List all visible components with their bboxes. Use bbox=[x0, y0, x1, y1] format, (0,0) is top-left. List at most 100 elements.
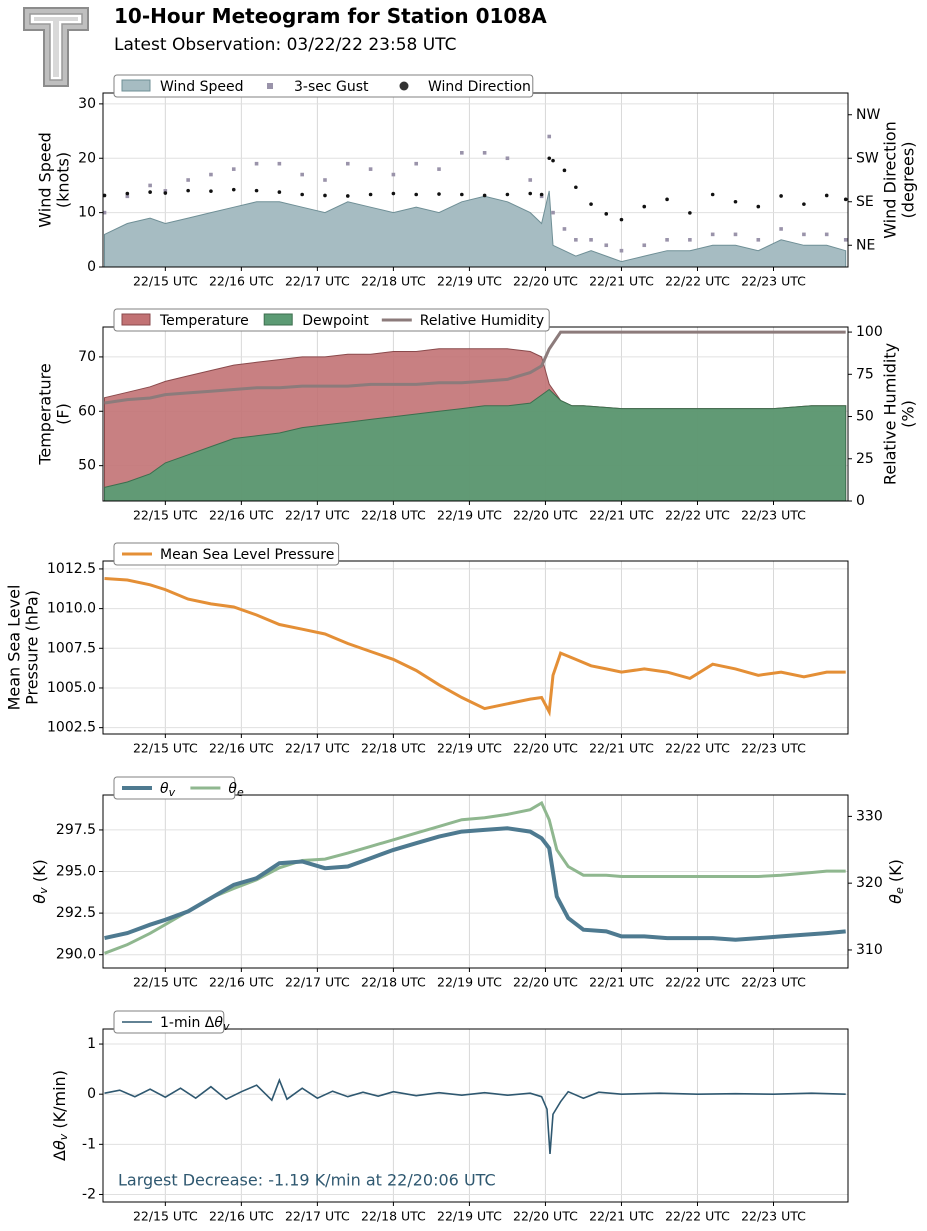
wind-direction-point bbox=[505, 192, 510, 197]
legend-label: 3-sec Gust bbox=[294, 79, 369, 95]
page-subtitle: Latest Observation: 03/22/22 23:58 UTC bbox=[114, 35, 457, 55]
wind-direction-point bbox=[528, 191, 533, 196]
y-tick-label: 1 bbox=[87, 1036, 96, 1052]
gust-point bbox=[642, 243, 647, 248]
wind-direction-point bbox=[779, 194, 783, 198]
legend-swatch bbox=[267, 83, 273, 89]
legend-frame bbox=[113, 1010, 225, 1034]
wind-direction-point bbox=[665, 197, 669, 202]
legend-label: Mean Sea Level Pressure bbox=[160, 547, 334, 563]
x-tick-label: 22/20 UTC bbox=[513, 741, 578, 756]
x-tick-label: 22/22 UTC bbox=[665, 741, 730, 756]
x-tick-label: 22/22 UTC bbox=[665, 508, 730, 523]
legend: θv θe bbox=[113, 776, 244, 800]
gust-point bbox=[148, 183, 152, 188]
plot-area bbox=[103, 561, 848, 734]
gust-point bbox=[843, 238, 848, 242]
gust-point bbox=[756, 238, 761, 242]
y2-axis-label: Wind Direction bbox=[881, 121, 900, 239]
gust-point bbox=[665, 238, 669, 242]
wind-direction-point bbox=[102, 193, 107, 198]
x-tick-label: 22/19 UTC bbox=[437, 741, 502, 756]
wind-direction-point bbox=[843, 197, 848, 202]
gust-point bbox=[460, 151, 464, 155]
x-tick-label: 22/15 UTC bbox=[133, 1209, 198, 1224]
wind-direction-point bbox=[231, 187, 236, 192]
legend-label: Temperature bbox=[159, 313, 249, 329]
x-tick-label: 22/23 UTC bbox=[741, 274, 806, 289]
x-tick-label: 22/23 UTC bbox=[741, 741, 806, 756]
x-tick-label: 22/21 UTC bbox=[589, 975, 654, 990]
y2-tick-label: 320 bbox=[856, 875, 883, 891]
gust-point bbox=[125, 194, 130, 199]
y2-tick-label: NW bbox=[856, 107, 880, 123]
x-tick-label: 22/20 UTC bbox=[513, 274, 578, 289]
x-tick-label: 22/22 UTC bbox=[665, 975, 730, 990]
plot-area bbox=[103, 795, 848, 968]
series-theta-e-line bbox=[103, 800, 846, 955]
y-axis-label: (knots) bbox=[54, 152, 73, 208]
wind-direction-point bbox=[539, 192, 544, 197]
legend: 1-min Δθv bbox=[113, 1010, 230, 1034]
wind-direction-point bbox=[391, 191, 396, 196]
y-axis-label: Δθv (K/min) bbox=[50, 1070, 71, 1161]
gust-point bbox=[539, 194, 544, 199]
wind-direction-point bbox=[300, 192, 304, 197]
legend-label: θv bbox=[160, 781, 176, 799]
wind-direction-point bbox=[254, 188, 259, 193]
wind-direction-point bbox=[756, 204, 761, 209]
gust-point bbox=[619, 248, 624, 253]
legend-label: Relative Humidity bbox=[420, 313, 544, 329]
series-theta-v-line bbox=[104, 826, 846, 942]
legend-swatch bbox=[399, 81, 409, 91]
gust-point bbox=[779, 227, 783, 231]
gust-point bbox=[688, 238, 692, 242]
wind-direction-point bbox=[414, 192, 419, 197]
y-axis-label: Temperature bbox=[36, 363, 55, 465]
legend: Mean Sea Level Pressure bbox=[113, 542, 340, 566]
y2-tick-label: 100 bbox=[856, 324, 883, 340]
x-tick-label: 22/17 UTC bbox=[285, 274, 350, 289]
gust-point bbox=[231, 167, 236, 171]
legend-frame bbox=[113, 542, 340, 566]
wind-direction-point bbox=[209, 189, 213, 193]
wind-direction-point bbox=[277, 190, 282, 194]
university-logo bbox=[23, 7, 89, 87]
wind-direction-point bbox=[323, 193, 327, 198]
y2-tick-label: NE bbox=[856, 237, 875, 253]
legend-label: θe bbox=[228, 781, 244, 799]
wind-direction-point bbox=[163, 191, 168, 195]
x-tick-label: 22/17 UTC bbox=[285, 975, 350, 990]
y2-tick-label: 25 bbox=[856, 451, 874, 467]
x-tick-label: 22/17 UTC bbox=[285, 508, 350, 523]
y2-tick-label: 330 bbox=[856, 808, 883, 824]
y2-tick-label: 50 bbox=[856, 409, 874, 425]
y-tick-label: 0 bbox=[87, 1086, 96, 1102]
wind-direction-point bbox=[437, 192, 441, 196]
y-tick-label: 20 bbox=[78, 150, 96, 166]
gust-point bbox=[733, 232, 738, 237]
x-tick-label: 22/21 UTC bbox=[589, 741, 654, 756]
y2-tick-label: SW bbox=[856, 150, 879, 166]
wind-direction-point bbox=[733, 199, 738, 204]
gust-point bbox=[528, 178, 533, 182]
wind-direction-point bbox=[604, 212, 609, 216]
y-tick-label: 30 bbox=[78, 96, 96, 112]
x-tick-label: 22/15 UTC bbox=[133, 274, 198, 289]
gust-point bbox=[102, 210, 107, 215]
y2-axis-label: θe (K) bbox=[886, 859, 907, 904]
gust-point bbox=[323, 178, 327, 182]
legend-swatch bbox=[121, 79, 151, 92]
y2-axis-label: (%) bbox=[899, 400, 918, 428]
x-tick-label: 22/19 UTC bbox=[437, 1209, 502, 1224]
wind-direction-point bbox=[562, 168, 567, 173]
y-axis-label: θv (K) bbox=[30, 859, 51, 903]
largest-decrease-annotation: Largest Decrease: -1.19 K/min at 22/20:0… bbox=[118, 1171, 496, 1190]
wind-direction-point bbox=[460, 192, 464, 197]
legend-frame bbox=[113, 776, 236, 800]
wind-direction-point bbox=[619, 217, 624, 222]
x-tick-label: 22/21 UTC bbox=[589, 1209, 654, 1224]
series-dtheta-line bbox=[104, 1077, 846, 1154]
legend-swatch bbox=[121, 313, 151, 326]
gust-point bbox=[824, 232, 829, 237]
